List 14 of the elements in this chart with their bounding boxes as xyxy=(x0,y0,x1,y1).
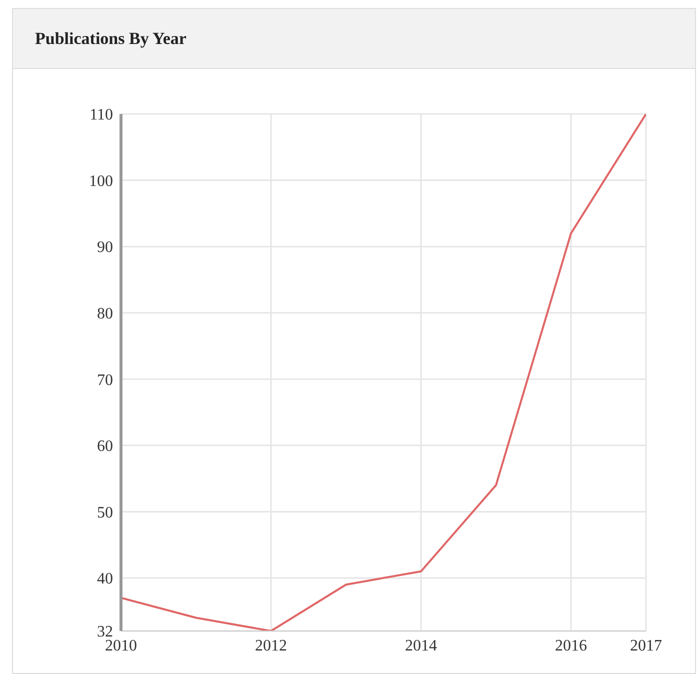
y-tick-label: 80 xyxy=(97,306,113,323)
x-tick-label: 2014 xyxy=(405,637,437,654)
chart-title: Publications By Year xyxy=(13,9,695,69)
x-tick-label: 2012 xyxy=(255,637,287,654)
x-tick-label: 2017 xyxy=(630,637,662,654)
y-tick-label: 60 xyxy=(97,438,113,456)
y-tick-label: 70 xyxy=(97,372,113,389)
y-tick-label: 100 xyxy=(89,172,113,190)
line-series xyxy=(121,114,646,631)
y-tick-label: 50 xyxy=(97,504,113,522)
y-tick-label: 90 xyxy=(97,239,113,256)
x-tick-label: 2016 xyxy=(555,637,587,654)
y-tick-label: 40 xyxy=(97,570,113,588)
y-tick-label: 110 xyxy=(90,106,113,124)
